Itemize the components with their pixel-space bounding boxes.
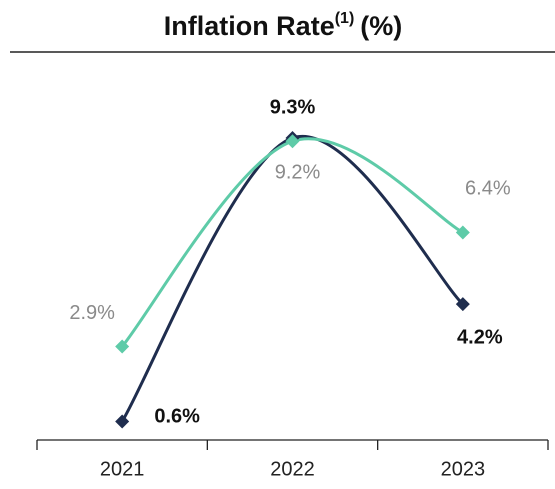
point-marker xyxy=(455,297,470,312)
data-label: 6.4% xyxy=(465,178,511,200)
chart-title: Inflation Rate(1) (%) xyxy=(164,10,403,41)
x-tick-label: 2022 xyxy=(270,458,315,480)
title-unit: (%) xyxy=(360,11,402,41)
data-label: 9.3% xyxy=(270,96,316,118)
data-label: 9.2% xyxy=(275,162,321,184)
point-marker xyxy=(115,414,130,429)
x-tick-label: 2023 xyxy=(441,458,486,480)
point-marker xyxy=(455,225,470,240)
data-label: 2.9% xyxy=(69,302,115,324)
title-note: (1) xyxy=(335,10,355,27)
point-marker xyxy=(115,339,130,354)
data-label: 4.2% xyxy=(457,326,503,348)
title-text: Inflation Rate xyxy=(164,11,335,41)
point-marker xyxy=(285,134,300,149)
x-tick-label: 2021 xyxy=(100,458,145,480)
data-label: 0.6% xyxy=(154,406,200,428)
